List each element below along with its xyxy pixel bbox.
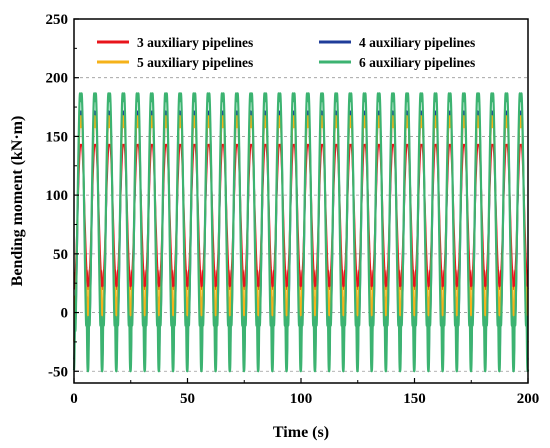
y-tick-label-4: 150: [46, 129, 69, 145]
x-tick-label-4: 200: [517, 391, 540, 407]
x-tick-label-2: 100: [290, 391, 313, 407]
series-line-6-pipelines: [72, 92, 530, 373]
series-group: [72, 92, 530, 373]
legend-label-3: 3 auxiliary pipelines: [137, 35, 253, 50]
y-tick-label-1: 0: [61, 306, 69, 322]
y-tick-label-5: 200: [46, 71, 69, 87]
y-axis-title: Bending moment (kN·m): [9, 116, 26, 287]
legend: 3 auxiliary pipelines 4 auxiliary pipelin…: [97, 35, 475, 70]
legend-label-4: 4 auxiliary pipelines: [359, 35, 475, 50]
y-axis-ticks: -50 0 50 100 150 200 250: [46, 12, 79, 380]
legend-label-6: 6 auxiliary pipelines: [359, 55, 475, 70]
y-tick-label-0: -50: [48, 364, 68, 380]
x-tick-label-3: 150: [403, 391, 426, 407]
x-axis-ticks: 0 50 100 150 200: [70, 378, 539, 407]
y-tick-label-2: 50: [53, 247, 68, 263]
x-tick-label-1: 50: [180, 391, 195, 407]
x-tick-label-0: 0: [70, 391, 78, 407]
y-tick-label-6: 250: [46, 12, 69, 28]
legend-label-5: 5 auxiliary pipelines: [137, 55, 253, 70]
x-axis-title: Time (s): [273, 424, 329, 441]
y-tick-label-3: 100: [46, 188, 69, 204]
